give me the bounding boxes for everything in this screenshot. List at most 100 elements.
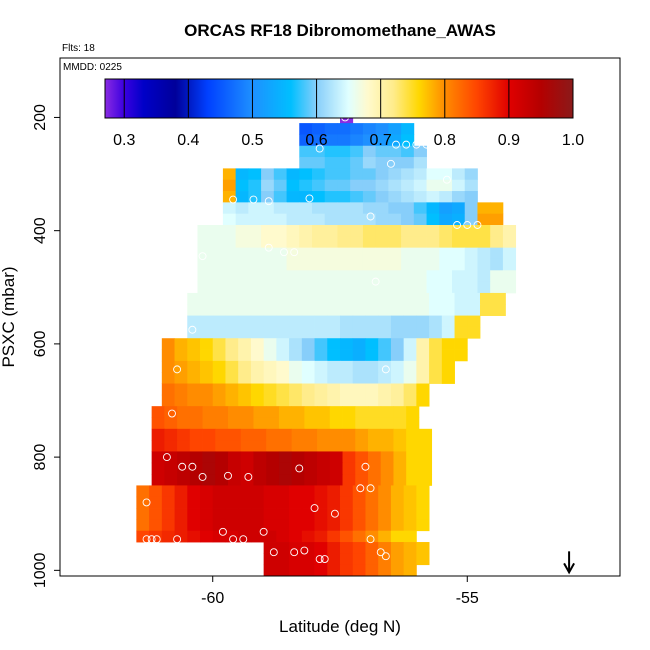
heatmap-cell <box>390 349 405 362</box>
heatmap-cell <box>352 564 366 577</box>
heatmap-cell <box>289 326 303 339</box>
heatmap-cell <box>276 304 290 316</box>
heatmap-cell <box>467 292 481 305</box>
heatmap-cell <box>301 519 315 532</box>
y-axis: 200 400 600 800 1000 <box>32 104 61 588</box>
heatmap-cell <box>352 349 366 362</box>
sample-point <box>402 140 411 149</box>
heatmap-cell <box>390 372 405 384</box>
heatmap-cell <box>390 304 405 316</box>
heatmap-cell <box>273 225 287 237</box>
sample-point <box>381 552 390 561</box>
heatmap-cell <box>164 474 178 486</box>
heatmap-cell <box>136 519 150 532</box>
heatmap-cell <box>390 530 405 543</box>
heatmap-cell <box>161 519 175 532</box>
heatmap-cell <box>406 474 420 486</box>
heatmap-cell <box>352 304 366 316</box>
heatmap-cell <box>490 213 504 226</box>
marker-head <box>563 562 575 575</box>
heatmap-cell <box>276 394 290 407</box>
heatmap-cell <box>378 485 392 498</box>
heatmap-cell <box>314 496 328 509</box>
heatmap-cell <box>240 462 254 475</box>
heatmap-cell <box>263 485 277 498</box>
heatmap-cell <box>212 304 226 316</box>
sample-point <box>178 462 187 471</box>
heatmap-cell <box>317 440 331 452</box>
heatmap-cell <box>276 485 290 498</box>
colorbar-gradient <box>104 78 574 119</box>
heatmap-cell <box>212 508 226 520</box>
heatmap-cell <box>380 406 394 418</box>
heatmap-cell <box>240 417 254 430</box>
heatmap-cell <box>261 281 275 294</box>
heatmap-cell <box>301 315 315 328</box>
heatmap-cell <box>388 157 402 169</box>
heatmap-cell <box>151 474 165 486</box>
heatmap-cell <box>329 417 343 430</box>
heatmap-cell <box>416 542 430 554</box>
heatmap-cell <box>299 168 313 181</box>
heatmap-cell <box>350 225 364 237</box>
sample-point <box>173 535 182 544</box>
y-tick-label: 800 <box>32 444 49 471</box>
heatmap-cell <box>228 451 242 464</box>
heatmap-cell <box>340 485 354 498</box>
heatmap-cell <box>200 292 214 305</box>
heatmap-cell <box>342 474 356 486</box>
sample-point <box>229 195 238 204</box>
sample-point <box>244 472 253 481</box>
heatmap-cell <box>266 451 280 464</box>
heatmap-cell <box>464 225 478 237</box>
heatmap-cell <box>189 474 203 486</box>
heatmap-cell <box>317 406 331 418</box>
heatmap-cell <box>388 270 402 283</box>
heatmap-cell <box>161 496 175 509</box>
heatmap-cell <box>378 542 392 554</box>
heatmap-cell <box>299 270 313 283</box>
heatmap-cell <box>312 213 326 226</box>
heatmap-cell <box>378 304 392 316</box>
heatmap-cell <box>390 383 405 396</box>
heatmap-cell <box>263 508 277 520</box>
heatmap-cell <box>352 530 366 543</box>
heatmap-cell <box>289 349 303 362</box>
heatmap-cell <box>225 360 239 373</box>
heatmap-cell <box>187 304 201 316</box>
heatmap-cell <box>350 202 364 215</box>
heatmap-cell <box>250 496 265 509</box>
heatmap-cell <box>388 168 402 181</box>
heatmap-cell <box>490 225 504 237</box>
heatmap-cell <box>477 213 491 226</box>
heatmap-cell <box>263 349 277 362</box>
heatmap-cell <box>327 519 341 532</box>
heatmap-cell <box>390 360 405 373</box>
heatmap-cell <box>324 202 338 215</box>
heatmap-cell <box>276 383 290 396</box>
colorbar-tick-label: 0.3 <box>113 132 135 149</box>
down-arrow-icon <box>563 551 575 575</box>
heatmap-cell <box>314 530 328 543</box>
sample-point <box>229 535 238 544</box>
heatmap-cell <box>362 134 377 147</box>
heatmap-cell <box>350 123 364 135</box>
heatmap-cell <box>406 451 420 464</box>
sample-point <box>330 509 339 518</box>
heatmap-cell <box>314 338 328 350</box>
heatmap-cell <box>276 315 290 328</box>
heatmap-cell <box>289 553 303 566</box>
heatmap-cell <box>380 451 394 464</box>
heatmap-cell <box>355 474 369 486</box>
heatmap-cell <box>189 451 203 464</box>
heatmap-cell <box>337 247 351 260</box>
sample-point <box>361 462 370 471</box>
heatmap-cell <box>177 428 191 441</box>
heatmap-cell <box>225 485 239 498</box>
heatmap-cell <box>439 236 453 249</box>
colorbar-tick-label: 0.5 <box>241 132 263 149</box>
heatmap-cell <box>314 315 328 328</box>
heatmap-cell <box>368 440 382 452</box>
heatmap-cell <box>375 191 389 203</box>
heatmap-cell <box>177 462 191 475</box>
